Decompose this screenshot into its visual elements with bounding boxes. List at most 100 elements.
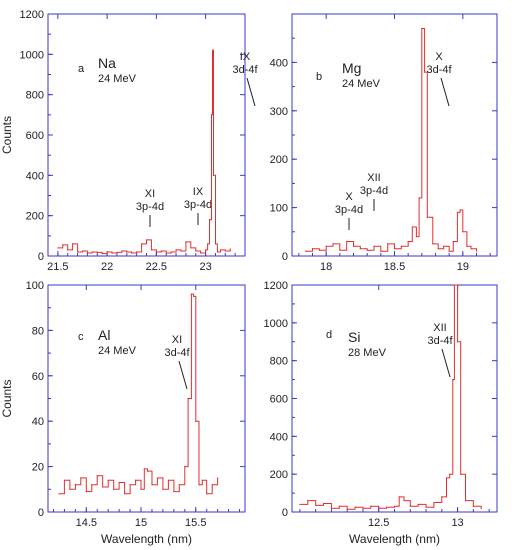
data-point [62,244,64,246]
data-point [211,49,214,51]
panel-energy: 24 MeV [98,345,137,357]
spectrum-trace [305,28,477,252]
panel-energy: 28 MeV [348,347,387,359]
data-point [409,505,411,507]
y-tick-label: 400 [270,57,288,69]
data-point [441,496,443,498]
y-tick-label: 1200 [264,280,288,292]
y-tick-label: 40 [32,416,44,428]
annotation-transition: 3p-4d [360,185,388,197]
data-point [423,71,426,73]
x-axis-title: Wavelength (nm) [349,532,440,546]
data-point [134,479,137,481]
y-tick-label: 600 [270,394,288,406]
x-axis-title: Wavelength (nm) [101,532,192,546]
annotation-transition: 3p-4d [136,201,164,213]
x-tick-label: 18.5 [384,261,405,273]
data-point [106,251,108,253]
data-point [57,247,59,249]
panel-element: Mg [342,60,361,76]
data-point [91,484,93,486]
data-point [330,507,333,509]
data-point [136,251,138,253]
x-tick-label: 23 [199,261,211,273]
annotation-pointer [246,77,256,107]
plot-frame [291,284,498,513]
panel-letter: c [78,331,84,343]
data-point [121,250,123,252]
data-point [102,486,104,488]
panel-element: Na [98,55,116,71]
panel-letter: d [326,329,332,341]
panel-energy: 24 MeV [342,78,381,90]
data-point [205,249,207,251]
data-point [160,250,162,252]
data-point [180,250,182,252]
data-point [81,250,84,252]
y-tick-label: 1200 [20,9,44,21]
data-point [346,508,348,510]
data-point [63,479,66,481]
data-point [322,502,325,505]
annotation-ion: IX [240,51,251,63]
data-point [67,249,69,251]
x-tick-label: 18 [320,261,332,273]
data-point [456,211,458,214]
data-point [325,245,327,247]
data-point [214,243,217,245]
data-point [143,468,145,470]
annotation-ion: XI [145,188,155,200]
data-point [140,488,142,490]
data-point [145,239,148,241]
data-point [354,506,356,508]
data-point [426,216,428,218]
data-point [74,484,76,486]
y-tick-label: 800 [270,356,288,368]
data-point [462,231,464,233]
data-point [448,250,450,252]
y-tick-label: 0 [282,507,288,519]
data-point [433,501,435,504]
y-axis-title: Counts [0,116,14,154]
data-point [195,250,197,252]
data-point [190,247,192,249]
data-point [339,249,341,251]
data-point [167,479,169,481]
data-point [437,248,439,250]
annotation-ion: XII [367,172,380,184]
data-point [407,240,409,243]
plot-frame [47,284,246,513]
data-point [129,484,131,486]
y-tick-label: 100 [270,203,288,215]
y-tick-label: 60 [32,371,44,383]
spectrum-trace [58,293,219,495]
data-point [393,248,396,250]
data-point [96,475,98,477]
annotation-pointer [441,348,451,378]
data-point [378,507,380,509]
data-point [208,219,211,221]
data-point [466,245,468,247]
data-point [456,341,459,343]
data-point [201,479,203,481]
data-point [453,284,456,286]
y-tick-label: 0 [38,507,44,519]
chart-panel-c: 0 20 40 60 80 100 14.5 15 15.5 Counts Wavelength (… [0,188,246,546]
annotation-ion: X [435,51,443,63]
data-point [156,477,159,479]
data-point [80,477,82,479]
y-axis-title: Counts [0,379,14,417]
data-point [366,249,368,251]
annotation-ion: X [345,191,353,203]
data-point [212,174,215,176]
data-point [162,488,164,490]
data-point [151,484,153,486]
annotation-ion: XII [433,322,446,334]
data-point [398,496,400,498]
data-point [101,252,103,255]
y-tick-label: 0 [38,251,44,263]
data-point [403,500,405,502]
data-point [210,114,213,116]
data-point [124,493,126,495]
